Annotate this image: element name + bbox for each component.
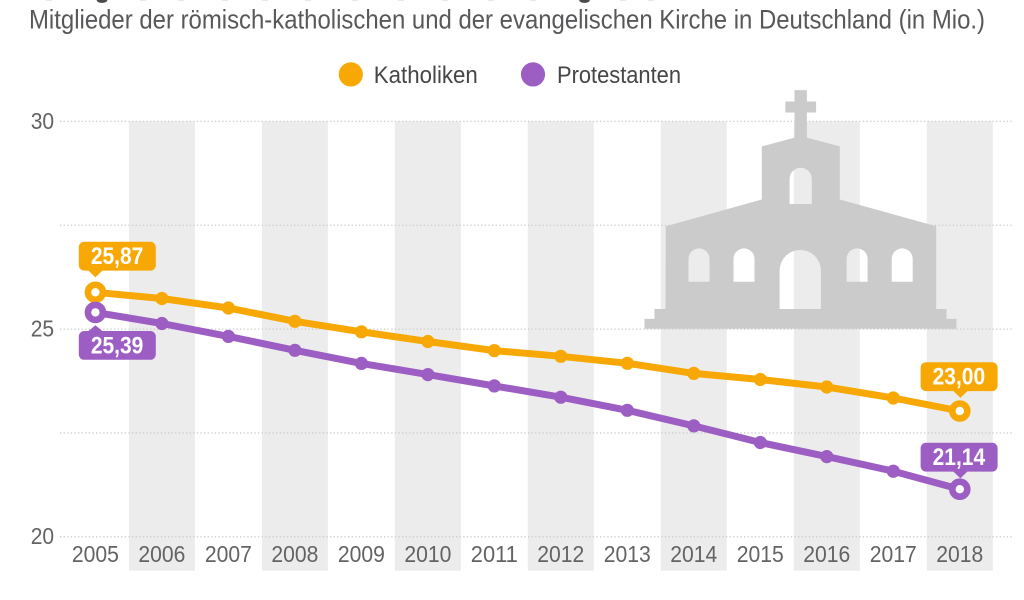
svg-text:2006: 2006 — [138, 541, 185, 567]
svg-text:2014: 2014 — [670, 541, 717, 567]
svg-text:2008: 2008 — [271, 541, 318, 567]
svg-text:23,00: 23,00 — [933, 364, 986, 391]
svg-text:2016: 2016 — [803, 541, 850, 567]
svg-text:2012: 2012 — [537, 541, 584, 567]
svg-text:25: 25 — [31, 316, 54, 342]
svg-text:25,87: 25,87 — [91, 243, 144, 270]
svg-text:2018: 2018 — [936, 541, 983, 567]
svg-text:2011: 2011 — [471, 541, 518, 567]
svg-text:25,39: 25,39 — [91, 332, 144, 359]
svg-text:2007: 2007 — [205, 541, 252, 567]
svg-text:21,14: 21,14 — [933, 444, 986, 471]
svg-text:20: 20 — [31, 523, 54, 549]
svg-text:2005: 2005 — [72, 541, 119, 567]
svg-text:Protestanten: Protestanten — [557, 62, 681, 89]
svg-text:2009: 2009 — [338, 541, 385, 567]
svg-text:2010: 2010 — [404, 541, 451, 567]
svg-text:Mitglieder der römisch-katholi: Mitglieder der römisch-katholischen und … — [29, 5, 985, 35]
svg-text:Katholiken: Katholiken — [374, 62, 478, 89]
svg-text:30: 30 — [31, 108, 54, 134]
svg-text:2015: 2015 — [737, 541, 784, 567]
svg-text:2013: 2013 — [604, 541, 651, 567]
svg-text:2017: 2017 — [870, 541, 917, 567]
